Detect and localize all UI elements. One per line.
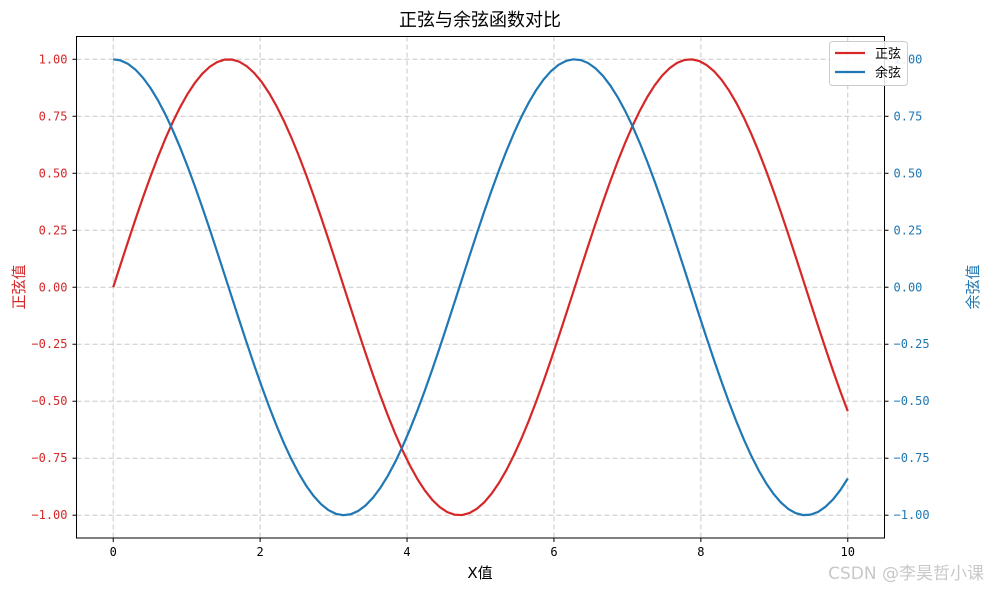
y-right-axis-label: 余弦值 [964, 264, 982, 309]
y-left-tick-label: −0.50 [31, 394, 67, 408]
y-right-tick-label: −1.00 [894, 508, 930, 522]
legend: 正弦 余弦 [829, 41, 908, 86]
sine-line [112, 58, 849, 517]
series-lines [112, 58, 849, 517]
x-tick-label: 10 [841, 545, 855, 559]
grid [76, 36, 885, 538]
y-left-tick-label: 0.00 [39, 280, 68, 294]
y-left-tick-label: 0.25 [39, 223, 68, 237]
x-axis-label: X值 [467, 564, 492, 582]
y-right-tick-label: −0.25 [894, 337, 930, 351]
y-right-ticks: −1.00−0.75−0.50−0.250.000.250.500.751.00 [884, 52, 930, 522]
x-tick-label: 4 [403, 545, 410, 559]
y-right-tick-label: −0.50 [894, 394, 930, 408]
y-left-tick-label: −0.75 [31, 451, 67, 465]
x-ticks: 0 2 4 6 8 10 [110, 538, 855, 559]
y-right-tick-label: 0.50 [894, 166, 923, 180]
chart-title: 正弦与余弦函数对比 [399, 10, 561, 31]
y-right-tick-label: 0.00 [894, 280, 923, 294]
y-left-tick-label: 0.50 [39, 166, 68, 180]
x-tick-label: 2 [257, 545, 264, 559]
y-left-tick-label: 0.75 [39, 109, 68, 123]
y-left-tick-label: −1.00 [31, 508, 67, 522]
y-right-tick-label: 0.25 [894, 223, 923, 237]
y-right-tick-label: 0.75 [894, 109, 923, 123]
x-tick-label: 8 [697, 545, 704, 559]
y-left-tick-label: 1.00 [39, 52, 68, 66]
legend-label-sine: 正弦 [875, 46, 901, 62]
y-left-axis-label: 正弦值 [10, 264, 28, 309]
y-left-ticks: −1.00 −0.75 −0.50 −0.25 0.00 0.25 0.50 0.75 1.00 [31, 52, 77, 522]
y-right-tick-label: −0.75 [894, 451, 930, 465]
y-left-tick-label: −0.25 [31, 337, 67, 351]
legend-label-cosine: 余弦 [875, 65, 901, 81]
x-tick-label: 6 [550, 545, 557, 559]
cosine-line [113, 58, 849, 517]
x-tick-label: 0 [110, 545, 117, 559]
watermark: CSDN @李昊哲小课 [828, 564, 984, 584]
